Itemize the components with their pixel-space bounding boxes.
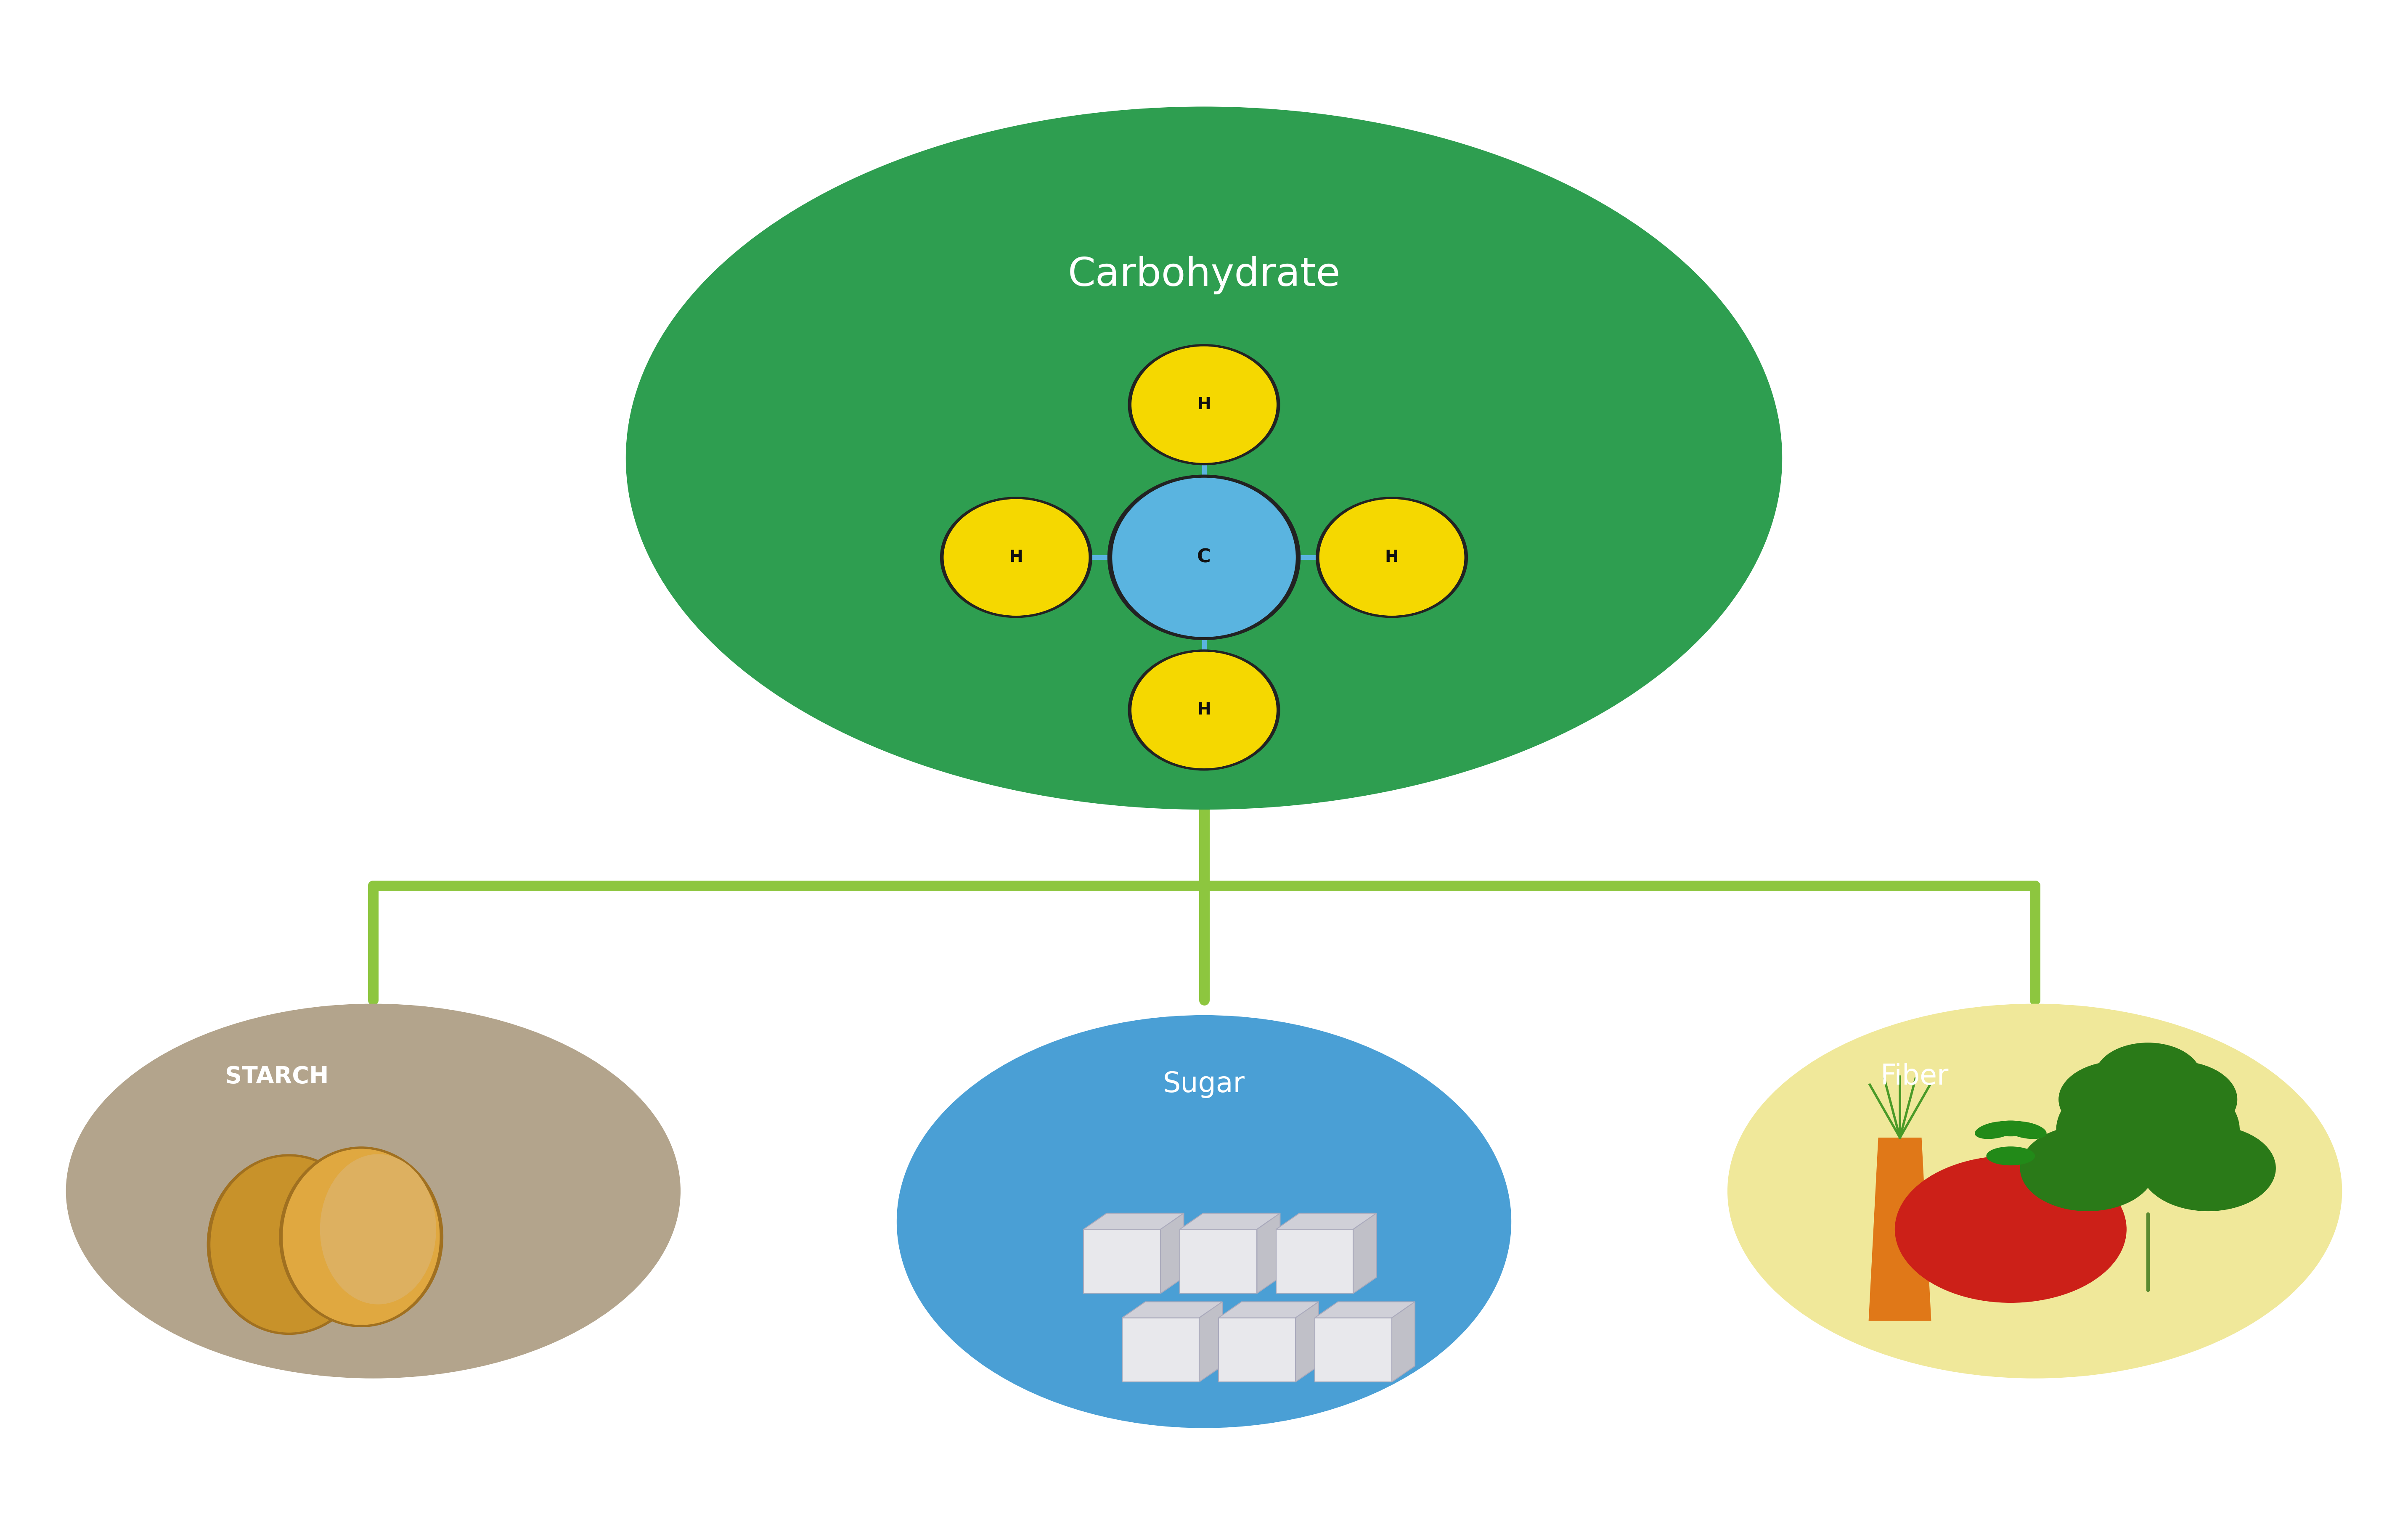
- Polygon shape: [1392, 1301, 1416, 1382]
- Ellipse shape: [323, 1157, 433, 1301]
- Ellipse shape: [1108, 475, 1300, 640]
- Ellipse shape: [279, 1147, 443, 1327]
- Polygon shape: [1869, 1138, 1931, 1321]
- Ellipse shape: [1127, 651, 1281, 771]
- Ellipse shape: [1989, 1121, 2032, 1136]
- Polygon shape: [1122, 1301, 1223, 1318]
- Ellipse shape: [320, 1154, 436, 1304]
- Ellipse shape: [896, 1015, 1512, 1428]
- Circle shape: [2095, 1043, 2201, 1110]
- Circle shape: [2020, 1125, 2155, 1211]
- Ellipse shape: [1727, 1005, 2341, 1377]
- Ellipse shape: [1987, 1147, 2035, 1165]
- Ellipse shape: [1975, 1121, 2015, 1139]
- Text: Carbohydrate: Carbohydrate: [1067, 255, 1341, 295]
- Ellipse shape: [212, 1157, 366, 1332]
- FancyBboxPatch shape: [1276, 1229, 1353, 1293]
- Polygon shape: [1180, 1212, 1281, 1229]
- Ellipse shape: [284, 1148, 438, 1325]
- Ellipse shape: [1132, 347, 1276, 463]
- Text: Fiber: Fiber: [1881, 1063, 1948, 1090]
- Text: Sugar: Sugar: [1163, 1070, 1245, 1098]
- Polygon shape: [1161, 1212, 1185, 1293]
- Ellipse shape: [626, 107, 1782, 809]
- Ellipse shape: [1112, 478, 1296, 637]
- Circle shape: [2141, 1125, 2276, 1211]
- FancyBboxPatch shape: [1315, 1318, 1392, 1382]
- Polygon shape: [1353, 1212, 1377, 1293]
- Polygon shape: [1084, 1212, 1185, 1229]
- Circle shape: [2056, 1072, 2239, 1188]
- FancyBboxPatch shape: [1218, 1318, 1296, 1382]
- FancyBboxPatch shape: [1122, 1318, 1199, 1382]
- Circle shape: [1895, 1156, 2126, 1303]
- FancyBboxPatch shape: [1084, 1229, 1161, 1293]
- Ellipse shape: [1132, 652, 1276, 768]
- Polygon shape: [1276, 1212, 1377, 1229]
- Polygon shape: [1315, 1301, 1416, 1318]
- Circle shape: [2117, 1061, 2237, 1138]
- Circle shape: [2059, 1061, 2179, 1138]
- Ellipse shape: [2006, 1121, 2047, 1139]
- Text: H: H: [1197, 702, 1211, 718]
- Ellipse shape: [1320, 499, 1464, 615]
- Polygon shape: [1218, 1301, 1320, 1318]
- Ellipse shape: [939, 496, 1093, 617]
- Text: H: H: [1009, 550, 1023, 565]
- Text: C: C: [1197, 548, 1211, 567]
- Ellipse shape: [207, 1154, 371, 1335]
- Ellipse shape: [67, 1005, 679, 1377]
- Polygon shape: [1296, 1301, 1320, 1382]
- Ellipse shape: [944, 499, 1088, 615]
- FancyBboxPatch shape: [1180, 1229, 1257, 1293]
- Text: H: H: [1197, 397, 1211, 412]
- Polygon shape: [1199, 1301, 1223, 1382]
- Text: H: H: [1385, 550, 1399, 565]
- Ellipse shape: [1315, 496, 1469, 617]
- Ellipse shape: [1127, 344, 1281, 464]
- Polygon shape: [1257, 1212, 1281, 1293]
- Text: STARCH: STARCH: [224, 1066, 330, 1087]
